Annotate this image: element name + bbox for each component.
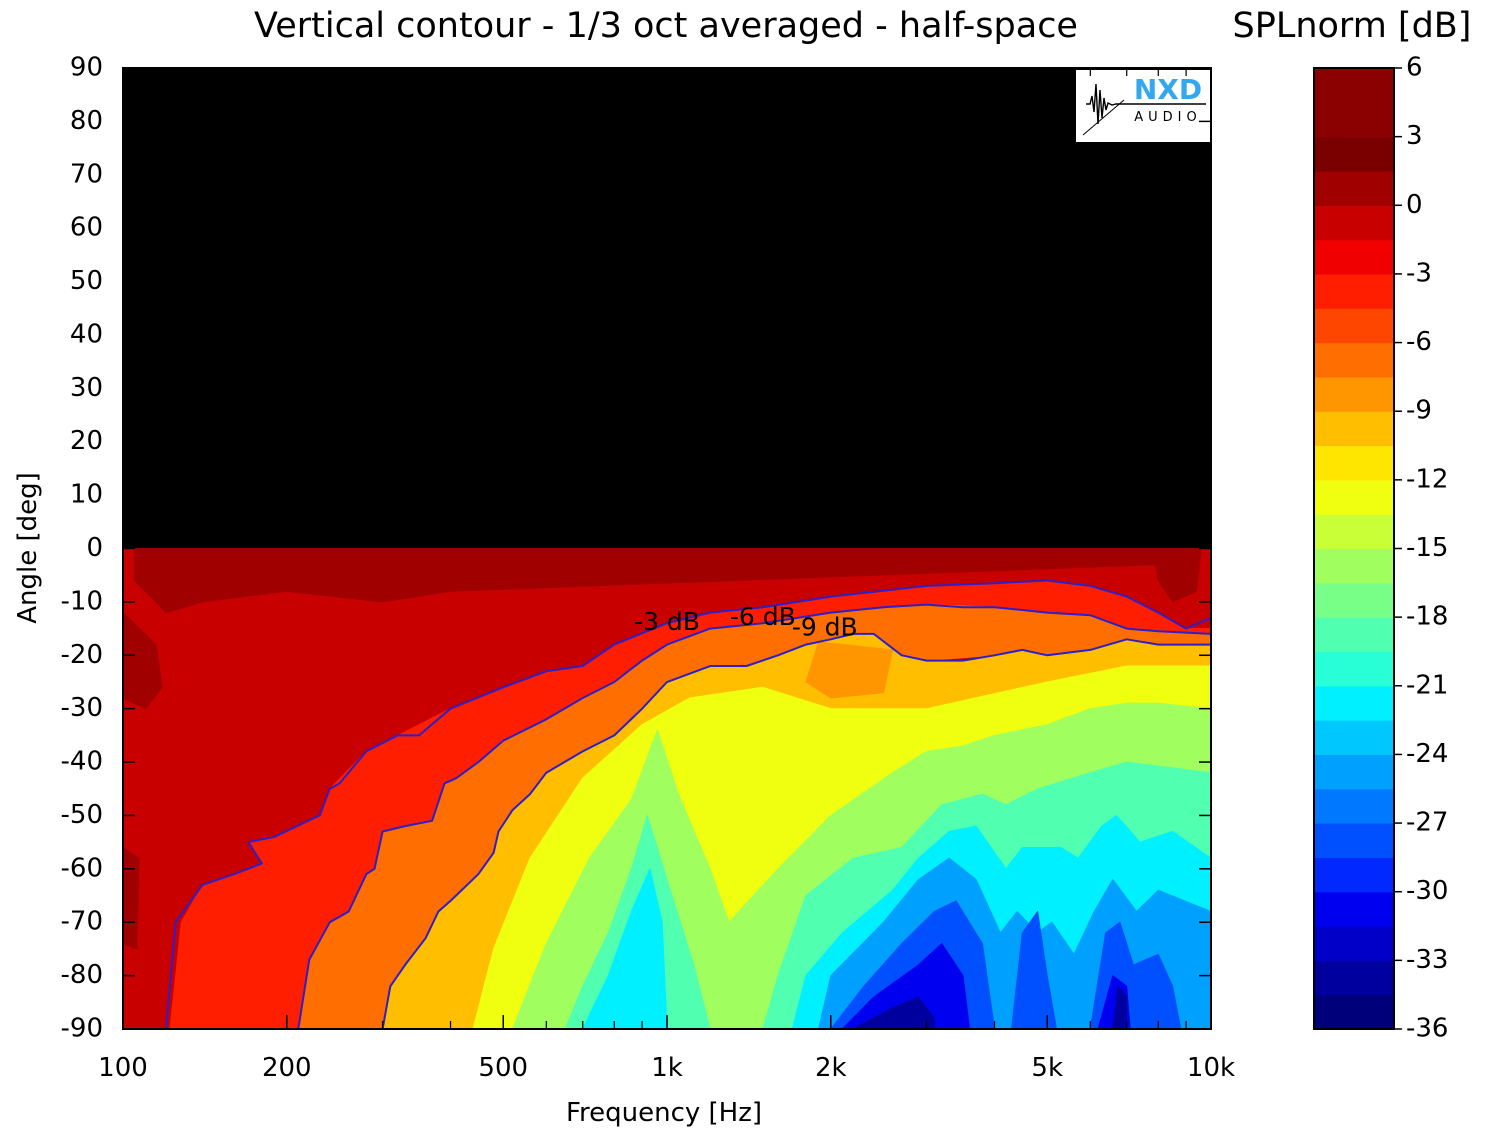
colorbar-band [1314,68,1394,103]
colorbar-band [1314,823,1394,858]
colorbar-band [1314,376,1394,412]
colorbar-tick-label: -18 [1406,602,1448,632]
y-tick-label: -50 [61,800,103,830]
y-axis-label: Angle [deg] [13,472,43,624]
contour-region [852,996,935,1029]
contour-region [1011,911,1057,1029]
contour-lines [123,579,1211,1029]
y-tick-label: -60 [61,853,103,883]
y-tick-label: -20 [61,640,103,670]
colorbar-tick-label: -9 [1406,396,1432,426]
y-tick-label: 30 [70,373,103,403]
colorbar-band [1314,720,1394,756]
colorbar-band [1314,960,1394,996]
x-tick-label: 200 [262,1053,312,1083]
colorbar-band [1314,445,1394,481]
contour-region [1112,985,1128,1029]
x-tick-label: 5k [1031,1053,1063,1083]
contour-region [123,612,163,710]
y-tick-label: 90 [70,53,103,83]
x-tick-label: 100 [98,1053,148,1083]
contour-label: -9 dB [792,613,858,642]
colorbar-band [1314,411,1394,447]
colorbar-band [1314,754,1394,790]
colorbar-band [1314,582,1394,618]
contour-region [805,641,894,699]
contour-region [582,868,668,1029]
y-tick-label: -30 [61,693,103,723]
colorbar-band [1314,479,1394,515]
y-tick-label: 20 [70,426,103,456]
colorbar-band [1314,617,1394,653]
y-tick-label: 50 [70,266,103,296]
y-axis: 90 80 70 60 50 40 30 20 10 0 -10 -20 -30 -40 -50 -60 -70… [61,53,1211,1044]
contour-line [123,579,1211,1029]
colorbar-tick-label: -6 [1406,327,1432,357]
colorbar-band [1314,548,1394,584]
colorbar-tick-label: -3 [1406,258,1432,288]
colorbar-tick-label: 3 [1406,121,1423,151]
colorbar-tick-label: -30 [1406,876,1448,906]
y-tick-label: 0 [86,533,103,563]
colorbar-tick-label: -24 [1406,739,1448,769]
colorbar-tick-label: 6 [1406,53,1423,83]
contour-label: -3 dB [634,607,700,636]
svg-text:NXD: NXD [1134,73,1202,106]
y-tick-label: -40 [61,747,103,777]
x-tick-label: 500 [478,1053,528,1083]
colorbar-band [1314,136,1394,172]
colorbar-title: SPLnorm [dB] [1233,6,1472,46]
contour-line [297,603,1211,1029]
colorbar-tick-label: 0 [1406,190,1423,220]
x-tick-label: 2k [815,1053,847,1083]
colorbar-band [1314,857,1394,893]
colorbar-band [1314,273,1394,309]
colorbar-band [1314,685,1394,721]
x-axis: 100 200 500 1k 2k 5k 10k [98,68,1235,1083]
colorbar-band [1314,788,1394,824]
colorbar-band [1314,651,1394,687]
x-tick-label: 1k [651,1053,683,1083]
colorbar-band [1314,170,1394,206]
colorbar-tick-label: -27 [1406,808,1448,838]
colorbar-band [1314,891,1394,927]
colorbar-band [1314,342,1394,378]
y-tick-label: 60 [70,213,103,243]
colorbar-band [1314,994,1394,1030]
colorbar-band [1314,926,1394,961]
colorbar-band [1314,239,1394,275]
chart-title: Vertical contour - 1/3 oct averaged - ha… [254,6,1078,46]
contour-region [841,943,971,1029]
colorbar-band [1314,205,1394,241]
no-data-region [123,68,1211,549]
contour-region [123,847,140,950]
contour-labels: -3 dB -6 dB-9 dB [634,602,858,642]
colorbar-band [1314,102,1394,138]
nxd-audio-logo: NXD AUDIO [1076,70,1210,142]
y-tick-label: -70 [61,907,103,937]
contour-label: -6 dB [730,602,796,631]
x-tick-label: 10k [1187,1053,1235,1083]
colorbar: 6 3 0 -3 -6 -9 -12 -15 -18 -21 -24 -27 -30 -33 -36 [1313,53,1448,1044]
y-tick-label: 40 [70,319,103,349]
y-tick-label: 80 [70,106,103,136]
colorbar-tick-label: -12 [1406,464,1448,494]
y-tick-label: -10 [61,586,103,616]
contour-regions [123,68,1211,1029]
x-axis-label: Frequency [Hz] [566,1098,762,1128]
y-tick-label: 10 [70,480,103,510]
y-tick-label: 70 [70,159,103,189]
colorbar-band [1314,308,1394,344]
y-tick-label: -80 [61,960,103,990]
colorbar-tick-label: -33 [1406,945,1448,975]
colorbar-tick-label: -15 [1406,533,1448,563]
svg-text:AUDIO: AUDIO [1134,110,1202,125]
contour-region [1151,548,1202,603]
colorbar-band [1314,514,1394,550]
colorbar-tick-label: -36 [1406,1014,1448,1044]
contour-line [381,632,1211,1029]
colorbar-tick-label: -21 [1406,670,1448,700]
y-tick-label: -90 [61,1014,103,1044]
